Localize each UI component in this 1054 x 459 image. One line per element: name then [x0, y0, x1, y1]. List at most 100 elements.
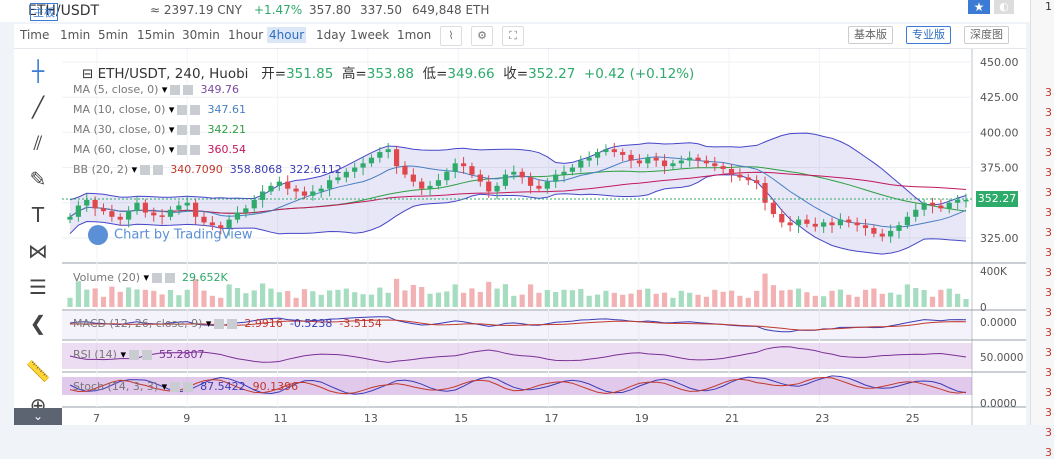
- settings-icon[interactable]: ◐: [994, 0, 1014, 14]
- volume-bar: [326, 290, 333, 307]
- candle-body: [360, 163, 366, 168]
- volume-bar: [460, 292, 467, 307]
- stoch-legend[interactable]: Stoch (14, 3, 3) ▾ 87.5422 90.1396: [73, 380, 299, 393]
- tf-1hour[interactable]: 1hour: [228, 28, 264, 42]
- tf-time[interactable]: Time: [20, 28, 50, 42]
- volume-bar: [218, 297, 224, 307]
- candle-body: [779, 213, 785, 223]
- volume-bar: [921, 290, 927, 307]
- volume-bar: [728, 290, 735, 307]
- bb-legend[interactable]: BB (20, 2) ▾ 340.7090 358.8068 322.6112: [73, 163, 342, 176]
- mode-depth-button[interactable]: 深度图: [964, 26, 1009, 44]
- candle-body: [854, 222, 860, 226]
- tf-1mon[interactable]: 1mon: [397, 28, 432, 42]
- bollinger-upper: [69, 132, 967, 206]
- candle-body: [678, 160, 684, 164]
- rsi-legend[interactable]: RSI (14) ▾ 55.2807: [73, 348, 205, 361]
- tf-1min[interactable]: 1min: [60, 28, 91, 42]
- candle-body: [921, 202, 927, 210]
- candle-body: [126, 211, 132, 220]
- date-axis-label: 23: [815, 412, 829, 425]
- candle-body: [586, 157, 592, 161]
- mode-basic-button[interactable]: 基本版: [848, 26, 893, 44]
- volume-bar: [812, 295, 818, 307]
- fullscreen-icon[interactable]: ⛶: [502, 26, 524, 46]
- fib-tool-icon[interactable]: ☰: [29, 275, 47, 299]
- candle-body: [268, 185, 274, 192]
- order-book-price: 3: [1045, 106, 1052, 119]
- legend-square-icon: ⊟: [82, 66, 94, 82]
- trendline-icon[interactable]: ╱: [31, 95, 45, 119]
- volume-bar: [904, 284, 910, 307]
- volume-bar: [687, 292, 693, 307]
- macd-legend[interactable]: MACD (12, 26, close, 9) ▾ 2.9916 -0.5238…: [73, 317, 382, 330]
- order-book-price: 3: [1045, 346, 1052, 359]
- high-24h: 357.80: [309, 3, 351, 17]
- candle-body: [151, 212, 157, 216]
- pattern-icon[interactable]: ⋈: [28, 239, 48, 263]
- tf-15min[interactable]: 15min: [137, 28, 175, 42]
- tradingview-watermark[interactable]: Chart by TradingView: [88, 225, 252, 245]
- tf-5min[interactable]: 5min: [98, 28, 129, 42]
- volume-bar: [477, 292, 483, 307]
- tf-1day[interactable]: 1day: [316, 28, 346, 42]
- crosshair-icon[interactable]: ┼: [31, 59, 45, 83]
- drawing-toolbar: ┼ ╱ ⫽ ✎ T ⋈ ☰ ❮ 📏 ⊕: [14, 49, 62, 425]
- order-book-price: 3: [1045, 386, 1052, 399]
- volume-bar: [360, 294, 366, 307]
- symbol-title: ETH/USDT, 240, Huobi: [97, 66, 249, 82]
- candle-body: [963, 199, 969, 202]
- candle-body: [536, 185, 542, 189]
- date-axis-label: 19: [635, 412, 649, 425]
- bollinger-band-fill: [70, 133, 966, 255]
- collapse-arrow-icon[interactable]: ⌄: [14, 408, 62, 425]
- order-book-panel: 1 3 3 3 3 3 3 3 3 3 3 3 3 3 3 3 3 3 3 3: [1030, 0, 1054, 459]
- order-book-price: 3: [1045, 226, 1052, 239]
- candle-body: [159, 215, 165, 217]
- brush-icon[interactable]: ✎: [29, 167, 47, 191]
- volume-bar: [745, 297, 751, 307]
- candle-body: [703, 160, 710, 164]
- volume-bar: [821, 296, 827, 307]
- ma5-legend[interactable]: MA (5, close, 0) ▾ 349.76: [73, 83, 239, 96]
- pitchfork-icon[interactable]: ⫽: [33, 131, 43, 155]
- back-arrow-icon[interactable]: ❮: [29, 311, 47, 335]
- volume-bar: [779, 290, 785, 307]
- candle-body: [259, 191, 266, 200]
- candle-body: [829, 222, 835, 226]
- favorite-star-icon[interactable]: ★: [968, 0, 990, 14]
- tf-4hour[interactable]: 4hour: [267, 27, 307, 43]
- candle-body: [343, 171, 349, 178]
- chart-type-icon[interactable]: ⌇: [440, 26, 462, 46]
- candle-body: [402, 166, 408, 175]
- date-axis-label: 25: [906, 412, 920, 425]
- stoch-k: [69, 375, 967, 395]
- tf-1week[interactable]: 1week: [350, 28, 390, 42]
- order-book-price: 3: [1045, 166, 1052, 179]
- volume-bar: [536, 292, 542, 307]
- high-value: 353.88: [366, 66, 414, 82]
- volume-bar: [335, 289, 341, 307]
- candle-body: [645, 157, 651, 164]
- mode-pro-button[interactable]: 专业版: [906, 26, 951, 44]
- candle-body: [871, 228, 877, 234]
- candle-body: [75, 205, 81, 217]
- candle-body: [888, 230, 894, 237]
- tf-30min[interactable]: 30min: [182, 28, 220, 42]
- indicator-settings-icon[interactable]: ⚙: [471, 26, 493, 46]
- order-book-price: 3: [1045, 286, 1052, 299]
- candle-body: [553, 174, 559, 182]
- volume-bar: [402, 290, 408, 307]
- ma30-legend[interactable]: MA (30, close, 0) ▾ 342.21: [73, 123, 246, 136]
- date-axis-label: 17: [545, 412, 559, 425]
- volume-legend[interactable]: Volume (20) ▾ 29.652K: [73, 271, 228, 284]
- volume-bar: [913, 288, 919, 307]
- text-tool-icon[interactable]: T: [31, 203, 45, 227]
- ruler-icon[interactable]: 📏: [25, 359, 51, 383]
- ticker-header: ETH/USDT 主板 ≈ 2397.19 CNY +1.47% 357.80 3…: [0, 0, 1030, 22]
- candle-body: [251, 199, 257, 209]
- ma10-legend[interactable]: MA (10, close, 0) ▾ 347.61: [73, 103, 246, 116]
- volume-bar: [670, 297, 676, 307]
- ma60-legend[interactable]: MA (60, close, 0) ▾ 360.54: [73, 143, 246, 156]
- volume-bar: [310, 291, 316, 307]
